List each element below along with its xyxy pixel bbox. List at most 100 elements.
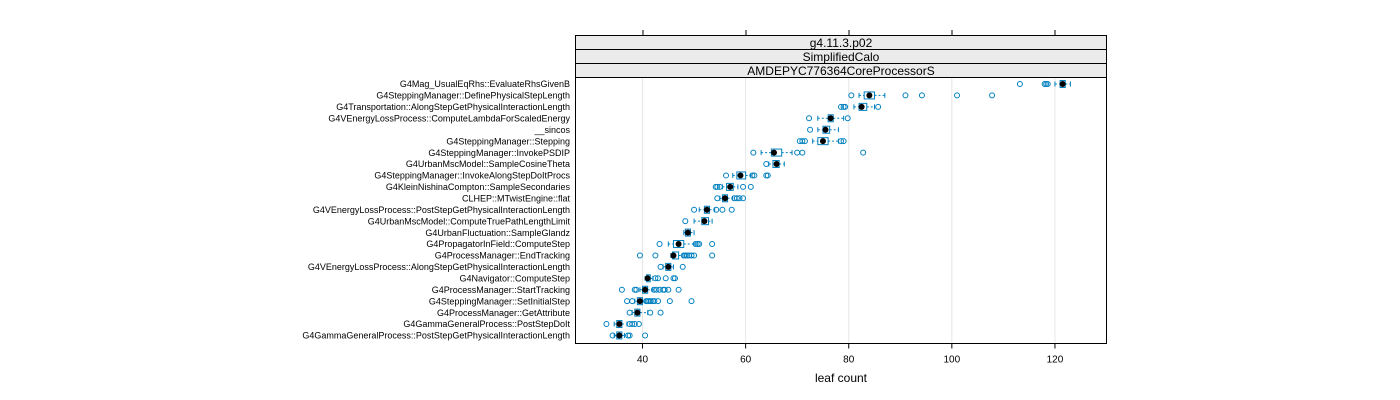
outlier-point	[682, 218, 689, 225]
median-dot	[770, 149, 777, 156]
outlier-point	[666, 298, 673, 305]
box-iqr	[736, 171, 747, 180]
category-label: G4ProcessManager::GetAttribute	[437, 308, 570, 318]
outlier-point	[799, 138, 806, 145]
median-dot	[684, 229, 691, 236]
outlier-point	[652, 275, 659, 282]
strip-1-label: g4.11.3.p02	[810, 36, 873, 50]
box-row	[723, 171, 771, 180]
median-dot	[703, 206, 710, 213]
outlier-point	[842, 103, 849, 110]
box-row	[691, 205, 735, 214]
outlier-point	[654, 275, 661, 282]
x-tick-label: 80	[843, 355, 855, 366]
category-label: CLHEP::MTwistEngine::flat	[462, 194, 571, 204]
median-dot	[634, 309, 641, 316]
outlier-point	[665, 286, 672, 293]
median-dot	[727, 183, 734, 190]
category-label: G4ProcessManager::StartTracking	[432, 285, 570, 295]
outlier-point	[691, 252, 698, 259]
outlier-point	[918, 92, 925, 99]
median-dot	[773, 161, 780, 168]
box-row	[750, 148, 867, 157]
box-row	[848, 91, 996, 100]
outlier-point	[679, 263, 686, 270]
outlier-point	[728, 206, 735, 213]
outlier-point	[657, 309, 664, 316]
outlier-point	[635, 321, 642, 328]
strip-3-label: AMDEPYC776364CoreProcessorS	[747, 64, 934, 78]
median-dot	[827, 115, 834, 122]
outlier-point	[691, 206, 698, 213]
box-iqr	[726, 182, 734, 191]
median-dot	[636, 298, 643, 305]
category-label: G4KleinNishinaCompton::SampleSecondaries	[386, 182, 571, 192]
outlier-point	[653, 286, 660, 293]
outlier-point	[629, 321, 636, 328]
outlier-point	[714, 195, 721, 202]
box-iqr	[817, 137, 829, 146]
outlier-point	[840, 138, 847, 145]
median-dot	[737, 172, 744, 179]
outlier-point	[714, 183, 721, 190]
box-row	[682, 217, 713, 226]
outlier-point	[844, 115, 851, 122]
box-row	[796, 137, 847, 146]
outlier-point	[838, 138, 844, 145]
category-label: G4GammaGeneralProcess::PostStepDoIt	[403, 319, 570, 329]
outlier-point	[794, 149, 801, 156]
outlier-point	[716, 183, 723, 190]
box-row	[656, 240, 716, 249]
median-dot	[642, 286, 649, 293]
outlier-point	[763, 161, 770, 168]
category-label: G4SteppingManager::InvokeAlongStepDoItPr…	[374, 171, 570, 181]
x-tick-label: 40	[637, 355, 649, 366]
median-dot	[858, 103, 865, 110]
outlier-point	[799, 149, 806, 156]
category-label: G4SteppingManager::InvokePSDIP	[428, 148, 570, 158]
x-tick-label: 100	[943, 355, 960, 366]
outlier-point	[633, 286, 640, 293]
outlier-point	[624, 298, 631, 305]
outlier-point	[671, 275, 678, 282]
x-tick-label: 60	[740, 355, 752, 366]
category-label: G4VEnergyLossProcess::AlongStepGetPhysic…	[308, 262, 570, 272]
median-dot	[722, 195, 729, 202]
median-dot	[644, 275, 651, 282]
top-axis-ticks	[642, 30, 1056, 35]
outlier-point	[1044, 81, 1051, 87]
category-label: G4VEnergyLossProcess::ComputeLambdaForSc…	[328, 113, 570, 123]
outlier-point	[709, 252, 716, 259]
box-series	[603, 80, 1071, 340]
median-dot	[670, 252, 677, 259]
box-row	[626, 308, 664, 317]
outlier-point	[749, 172, 756, 179]
category-label: G4VEnergyLossProcess::PostStepGetPhysica…	[313, 205, 570, 215]
outlier-point	[838, 103, 844, 110]
outlier-point	[751, 172, 758, 179]
outlier-point	[629, 298, 636, 305]
category-label: G4Transportation::AlongStepGetPhysicalIn…	[336, 102, 570, 112]
category-label: __sincos	[533, 125, 570, 135]
outlier-point	[688, 298, 695, 305]
x-axis: 40 60 80 100 120	[637, 343, 1064, 366]
outlier-point	[654, 298, 661, 305]
outlier-point	[953, 92, 960, 99]
outlier-point	[709, 241, 716, 248]
outlier-point	[750, 149, 757, 156]
median-dot	[675, 241, 682, 248]
outlier-point	[631, 321, 638, 328]
outlier-point	[656, 241, 663, 248]
category-label: G4SteppingManager::DefinePhysicalStepLen…	[376, 91, 570, 101]
box-row	[763, 160, 785, 169]
box-row	[807, 125, 839, 134]
outlier-point	[626, 309, 633, 316]
outlier-point	[719, 206, 726, 213]
category-label: G4ProcessManager::EndTracking	[435, 251, 570, 261]
outlier-point	[650, 286, 657, 293]
median-dot	[616, 332, 623, 339]
outlier-point	[713, 206, 720, 213]
median-dot	[866, 92, 873, 99]
category-label: G4PropagatorInField::ComputeStep	[426, 239, 570, 249]
